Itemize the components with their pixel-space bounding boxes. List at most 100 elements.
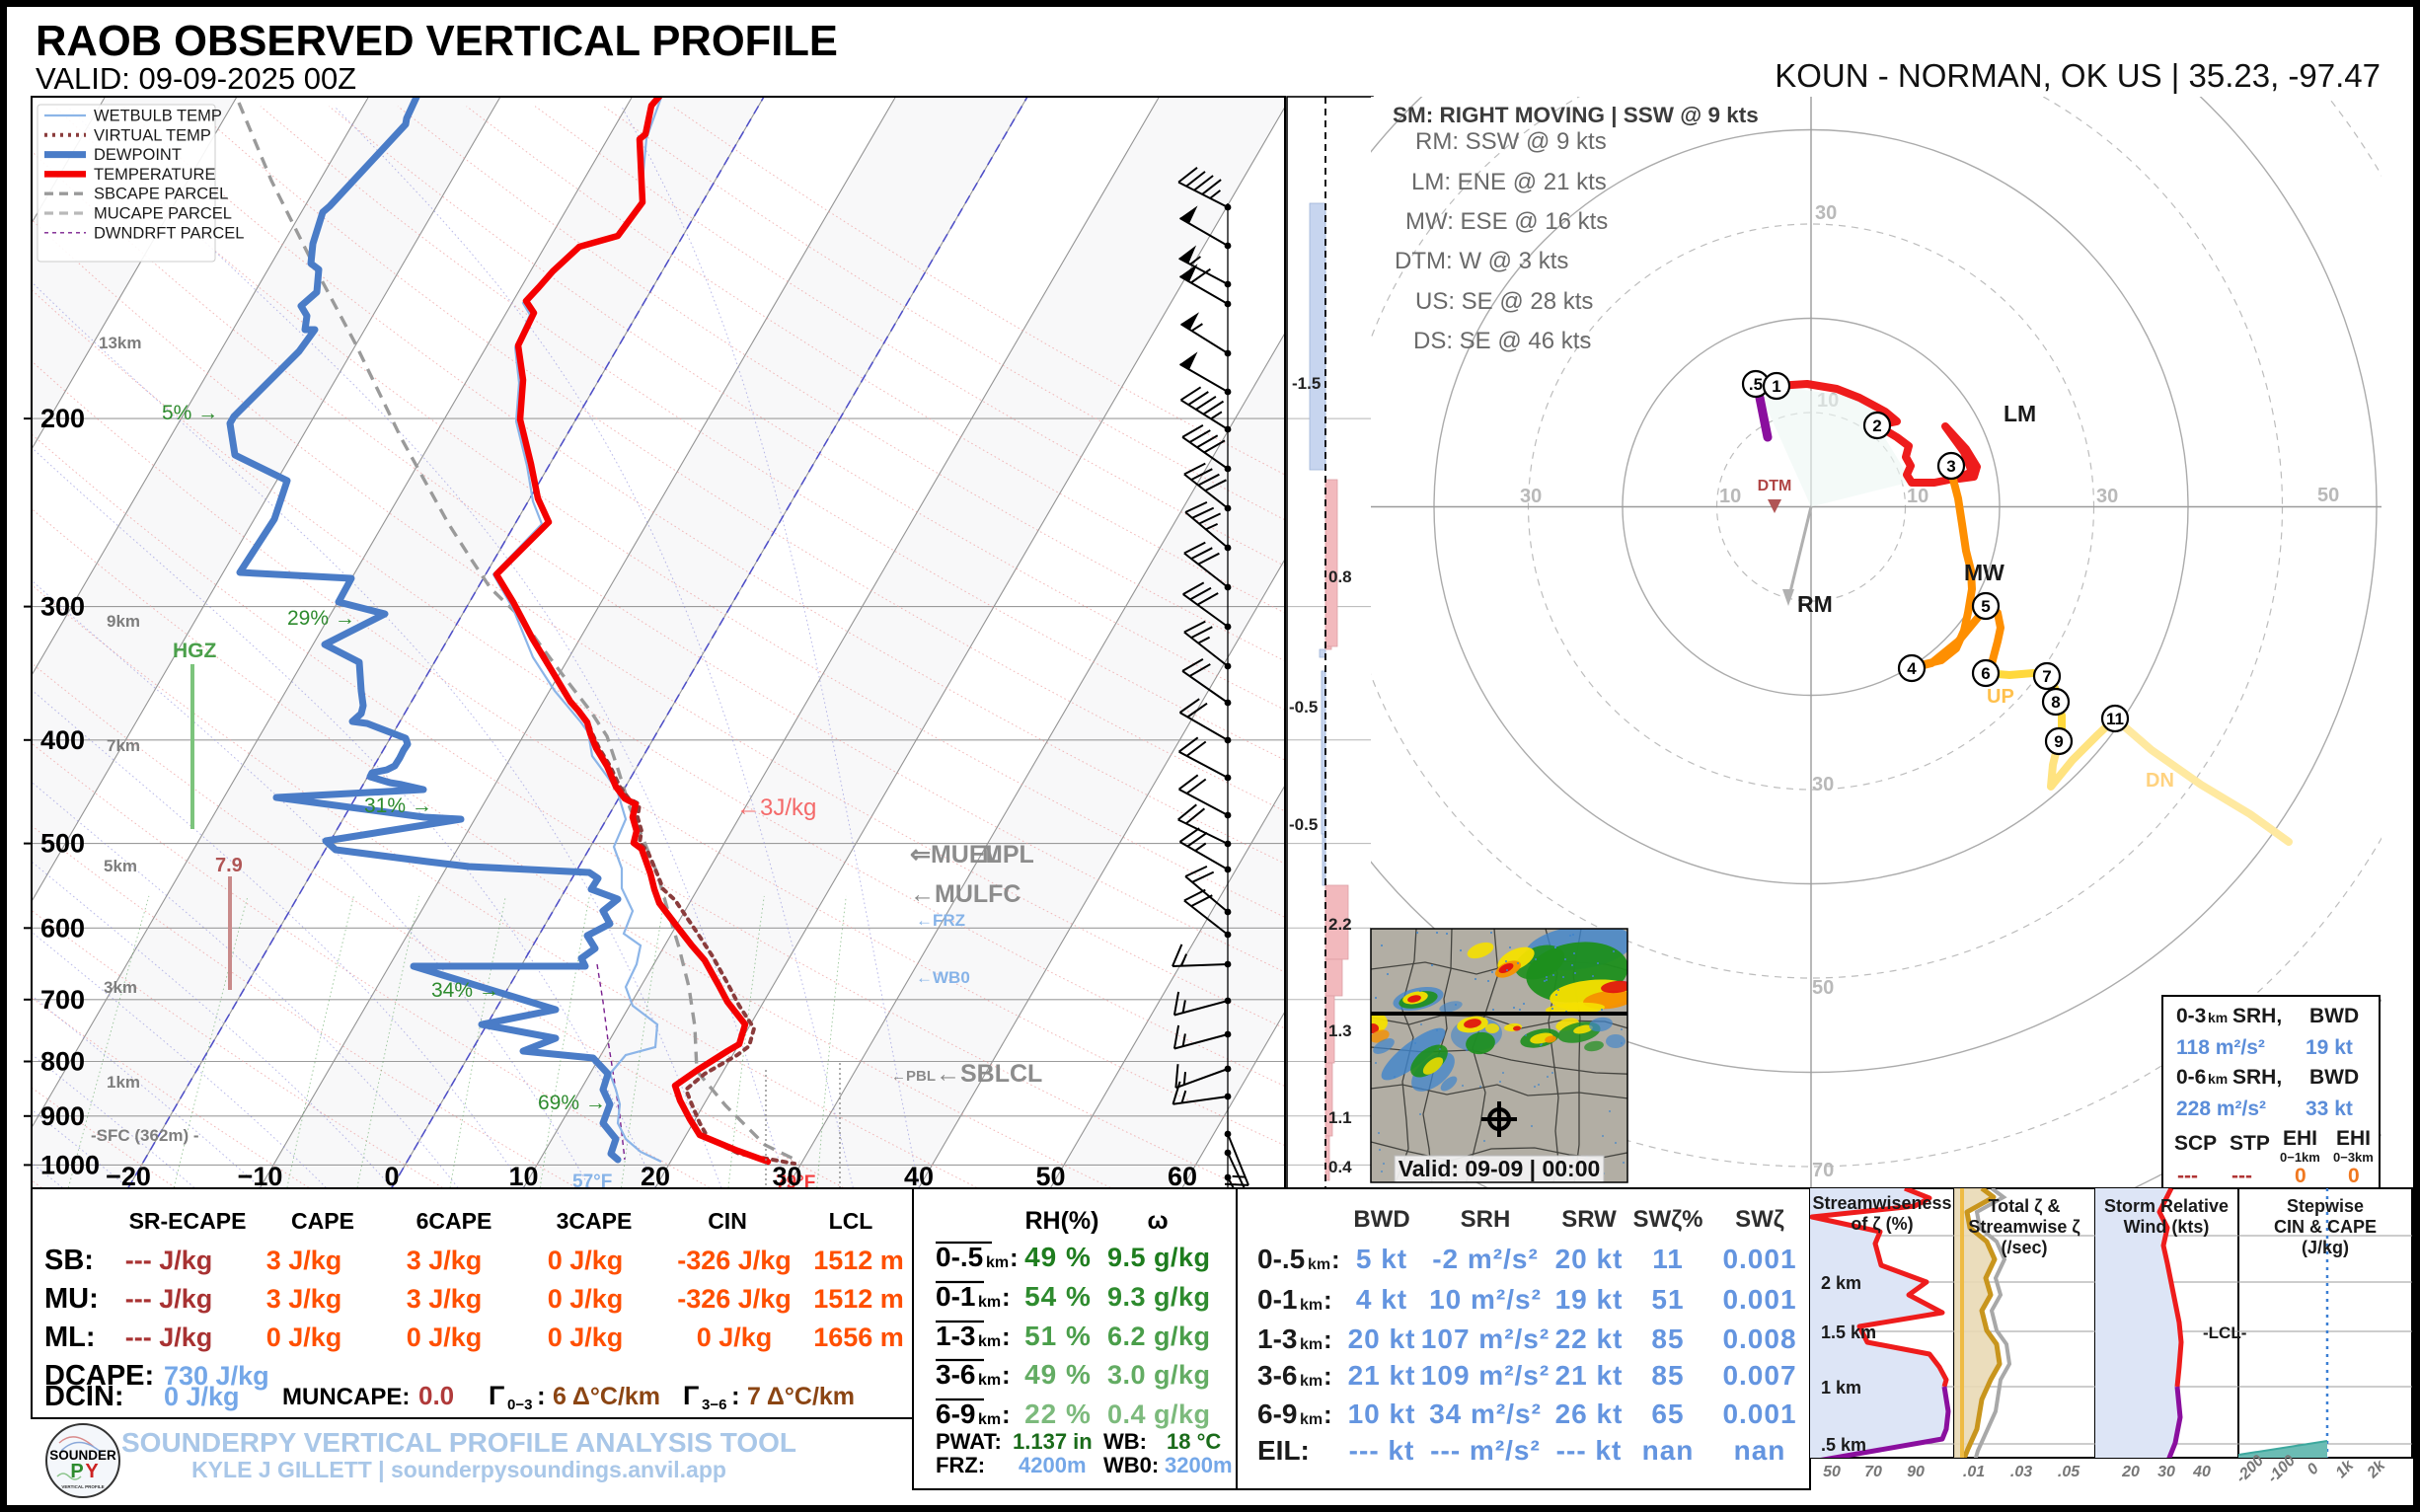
svg-text:0: 0 xyxy=(384,1162,399,1191)
svg-text:0.0: 0.0 xyxy=(418,1381,454,1410)
svg-text:VIRTUAL TEMP: VIRTUAL TEMP xyxy=(94,126,211,144)
svg-text:1000: 1000 xyxy=(40,1150,100,1179)
svg-text:-1.5: -1.5 xyxy=(1292,374,1321,393)
svg-text:21 kt: 21 kt xyxy=(1348,1360,1416,1391)
svg-text:65: 65 xyxy=(1651,1399,1684,1429)
svg-text:40: 40 xyxy=(904,1162,934,1191)
svg-text:0−1km: 0−1km xyxy=(2280,1150,2320,1165)
svg-text:10: 10 xyxy=(508,1162,538,1191)
svg-text:VERTICAL PROFILE: VERTICAL PROFILE xyxy=(61,1484,104,1489)
svg-text:km: km xyxy=(978,1411,1001,1428)
svg-text:49 %: 49 % xyxy=(1024,1359,1092,1390)
svg-text:2.2: 2.2 xyxy=(1328,915,1352,934)
svg-text:0.8: 0.8 xyxy=(1328,567,1352,586)
svg-text:UP: UP xyxy=(1987,686,2014,708)
svg-text::: : xyxy=(1323,1324,1332,1354)
svg-text:km: km xyxy=(1300,1373,1323,1390)
svg-text:3 J/kg: 3 J/kg xyxy=(407,1284,483,1314)
svg-text:70: 70 xyxy=(1812,1160,1834,1181)
svg-text:0.001: 0.001 xyxy=(1722,1399,1796,1429)
svg-text:11: 11 xyxy=(2106,710,2124,728)
svg-text:0 J/kg: 0 J/kg xyxy=(548,1323,624,1352)
svg-text:MUCAPE PARCEL: MUCAPE PARCEL xyxy=(94,205,232,223)
svg-text:3 J/kg: 3 J/kg xyxy=(266,1246,342,1275)
svg-text:BWD: BWD xyxy=(2309,1066,2359,1089)
svg-text:SOUNDERPY VERTICAL PROFILE ANA: SOUNDERPY VERTICAL PROFILE ANALYSIS TOOL xyxy=(121,1427,796,1458)
svg-text:0.001: 0.001 xyxy=(1722,1244,1796,1274)
svg-text:7: 7 xyxy=(2042,667,2051,686)
svg-text:31% →: 31% → xyxy=(364,794,432,817)
svg-text:1 km: 1 km xyxy=(1821,1378,1861,1398)
svg-text:-2 m²/s²: -2 m²/s² xyxy=(1432,1244,1539,1274)
svg-text:107 m²/s²: 107 m²/s² xyxy=(1421,1323,1550,1354)
svg-text:EHI: EHI xyxy=(2336,1127,2371,1150)
svg-text:---: --- xyxy=(2177,1165,2198,1187)
svg-text:3: 3 xyxy=(1946,457,1955,476)
svg-text:MU:: MU: xyxy=(44,1283,99,1315)
svg-text:km: km xyxy=(1300,1411,1323,1428)
svg-text:FRZ:: FRZ: xyxy=(936,1453,985,1477)
svg-text:30: 30 xyxy=(1520,486,1542,507)
svg-text:4200m: 4200m xyxy=(1019,1453,1087,1477)
svg-text:21 kt: 21 kt xyxy=(1555,1360,1624,1391)
svg-text:0.008: 0.008 xyxy=(1722,1323,1796,1354)
svg-text:SR-ECAPE: SR-ECAPE xyxy=(129,1208,247,1234)
svg-text:SBCAPE PARCEL: SBCAPE PARCEL xyxy=(94,186,228,203)
svg-text:Streamwiseness: Streamwiseness xyxy=(1812,1193,1951,1213)
svg-text:57°F: 57°F xyxy=(572,1172,612,1192)
svg-text:22 %: 22 % xyxy=(1024,1399,1092,1429)
svg-text:85: 85 xyxy=(1651,1323,1684,1354)
svg-text:6-9: 6-9 xyxy=(1257,1399,1297,1429)
svg-text:MPL: MPL xyxy=(982,841,1034,869)
svg-text:WB0:: WB0: xyxy=(1103,1453,1159,1477)
svg-text:km: km xyxy=(978,1333,1001,1350)
svg-text:400: 400 xyxy=(40,725,85,755)
svg-text:.5: .5 xyxy=(1749,375,1763,394)
svg-text:SRW: SRW xyxy=(1561,1206,1617,1233)
svg-text:300: 300 xyxy=(40,592,85,622)
svg-text:0 J/kg: 0 J/kg xyxy=(697,1323,773,1352)
svg-text:-326 J/kg: -326 J/kg xyxy=(677,1284,792,1314)
svg-text:7km: 7km xyxy=(107,736,140,755)
svg-text:0 J/kg: 0 J/kg xyxy=(266,1323,342,1352)
svg-text:9.5 g/kg: 9.5 g/kg xyxy=(1107,1243,1211,1272)
svg-text:2 km: 2 km xyxy=(1821,1273,1861,1293)
svg-text:85: 85 xyxy=(1651,1360,1684,1391)
svg-text:10 m²/s²: 10 m²/s² xyxy=(1429,1284,1542,1315)
svg-text:2: 2 xyxy=(1872,416,1881,435)
svg-text:--- J/kg: --- J/kg xyxy=(125,1246,213,1275)
svg-text:--- m²/s²: --- m²/s² xyxy=(1430,1435,1541,1466)
svg-text::: : xyxy=(1002,1322,1011,1351)
svg-text:11: 11 xyxy=(1652,1244,1684,1274)
svg-text:9: 9 xyxy=(2054,732,2063,751)
svg-text:MUNCAPE:: MUNCAPE: xyxy=(282,1384,410,1410)
svg-text:ML:: ML: xyxy=(44,1322,96,1353)
svg-text:20 kt: 20 kt xyxy=(1555,1244,1624,1274)
svg-text:1-3: 1-3 xyxy=(936,1321,975,1351)
svg-text:6CAPE: 6CAPE xyxy=(416,1208,492,1234)
svg-text:500: 500 xyxy=(40,829,85,859)
svg-text:70: 70 xyxy=(1864,1464,1882,1480)
svg-text:0-.5: 0-.5 xyxy=(936,1242,983,1272)
svg-text:19 kt: 19 kt xyxy=(2306,1036,2353,1059)
svg-text:54 %: 54 % xyxy=(1024,1281,1092,1312)
svg-text:4: 4 xyxy=(1907,659,1917,678)
svg-text:Y: Y xyxy=(85,1461,99,1482)
svg-text:1: 1 xyxy=(1772,377,1780,396)
svg-text:km: km xyxy=(978,1294,1001,1311)
svg-text::: : xyxy=(1331,1245,1340,1274)
svg-text:700: 700 xyxy=(40,985,85,1015)
svg-text:1-3: 1-3 xyxy=(1257,1323,1297,1354)
svg-text:SB:: SB: xyxy=(44,1245,94,1276)
svg-text:3.0 g/kg: 3.0 g/kg xyxy=(1107,1360,1211,1390)
svg-text:1.137 in: 1.137 in xyxy=(1013,1429,1093,1454)
svg-text:34% →: 34% → xyxy=(431,979,499,1002)
svg-text:(J/kg): (J/kg) xyxy=(2302,1238,2349,1257)
svg-text:6 Δ°C/km: 6 Δ°C/km xyxy=(553,1383,660,1410)
svg-text:20: 20 xyxy=(641,1162,670,1191)
svg-text:DWNDRFT PARCEL: DWNDRFT PARCEL xyxy=(94,224,244,242)
svg-text:0-3: 0-3 xyxy=(2176,1005,2206,1027)
svg-text:18 °C: 18 °C xyxy=(1167,1429,1221,1454)
svg-text:LCL: LCL xyxy=(829,1208,873,1234)
svg-text:3km: 3km xyxy=(104,978,137,997)
